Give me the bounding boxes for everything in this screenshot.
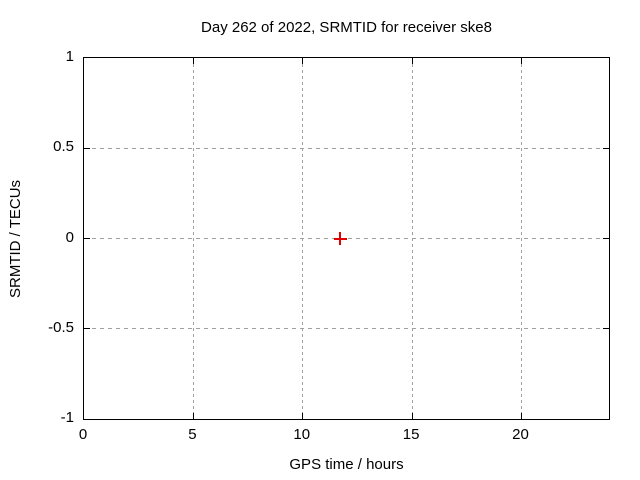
data-point-marker: [333, 232, 347, 245]
plot-area: [83, 57, 610, 420]
gridline-h: [84, 147, 609, 149]
y-tick-label: 0: [65, 228, 74, 246]
chart-title: Day 262 of 2022, SRMTID for receiver ske…: [201, 19, 492, 36]
x-tick-mark: [521, 58, 522, 64]
x-tick-mark: [192, 58, 194, 64]
x-tick-label: 10: [293, 426, 311, 443]
x-tick-mark: [302, 413, 304, 419]
x-tick-mark: [192, 413, 194, 419]
x-tick-label: 15: [402, 426, 420, 443]
y-tick-mark: [84, 328, 90, 330]
y-tick-mark: [603, 238, 609, 239]
x-tick-mark: [411, 58, 413, 64]
y-tick-label: 0.5: [53, 138, 74, 156]
y-tick-label: -1: [60, 409, 74, 426]
x-tick-label: 0: [78, 426, 88, 443]
x-tick-label: 5: [188, 426, 197, 443]
y-tick-label: -0.5: [48, 318, 74, 336]
x-tick-label: 20: [512, 426, 529, 443]
x-axis-label: GPS time / hours: [289, 456, 404, 473]
y-tick-mark: [603, 328, 609, 330]
y-tick-label: 1: [65, 48, 74, 65]
gridline-h: [84, 328, 609, 330]
x-tick-mark: [521, 413, 522, 419]
x-tick-mark: [302, 58, 304, 64]
y-tick-mark: [84, 238, 90, 239]
y-tick-mark: [603, 147, 609, 149]
y-tick-mark: [84, 147, 90, 149]
x-tick-mark: [411, 413, 413, 419]
